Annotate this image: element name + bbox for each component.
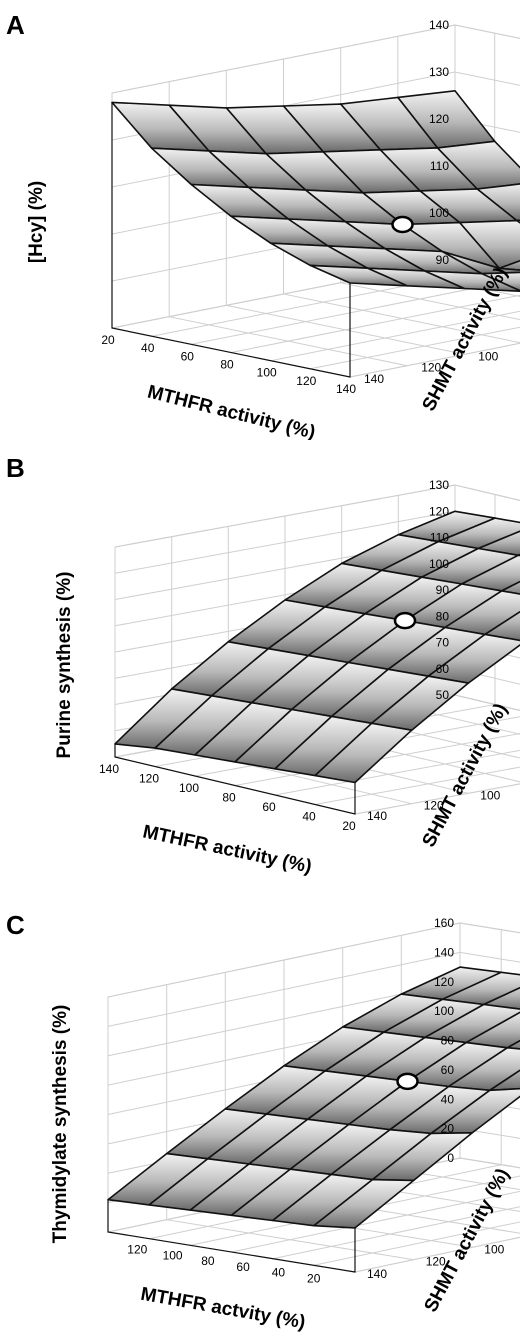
z-tick-label: 0 xyxy=(447,1151,454,1165)
x-tick-label: 140 xyxy=(336,382,356,396)
z-tick-label: 60 xyxy=(441,1063,455,1077)
panel-b: 5060708090100110120130140120100806040202… xyxy=(0,445,520,885)
z-tick-label: 100 xyxy=(429,557,449,571)
z-tick-label: 70 xyxy=(436,636,450,650)
x-tick-label: 60 xyxy=(181,349,195,363)
surface-chart-a: 9010011012013014020406080100120140204060… xyxy=(6,10,520,440)
y-tick-label: 120 xyxy=(424,799,444,813)
grid-line-x xyxy=(354,1236,520,1273)
reference-point-marker xyxy=(393,611,417,630)
z-tick-label: 110 xyxy=(430,531,449,545)
surface-cell xyxy=(506,1039,520,1050)
x-tick-label: 120 xyxy=(127,1243,147,1257)
x-tick-label: 120 xyxy=(296,374,316,388)
z-tick-label: 110 xyxy=(430,159,449,173)
x-axis-label: MTHFR activity (%) xyxy=(141,821,314,877)
z-tick-label: 80 xyxy=(436,609,450,623)
y-tick-label: 100 xyxy=(484,1242,504,1256)
z-tick-label: 140 xyxy=(429,18,449,32)
x-tick-label: 80 xyxy=(201,1254,215,1268)
x-tick-label: 20 xyxy=(101,333,115,347)
surface-cell xyxy=(498,259,520,271)
surface-chart-b: 5060708090100110120130140120100806040202… xyxy=(6,453,520,878)
x-tick-label: 100 xyxy=(163,1248,183,1262)
z-axis-label: Purine synthesis (%) xyxy=(54,572,75,759)
surface-cell xyxy=(314,722,413,784)
x-tick-label: 40 xyxy=(141,341,155,355)
y-tick-label: 140 xyxy=(364,372,384,386)
x-tick-label: 40 xyxy=(302,810,316,824)
y-tick-label: 140 xyxy=(367,809,387,823)
z-tick-label: 120 xyxy=(429,504,449,518)
z-tick-label: 90 xyxy=(436,583,450,597)
z-tick-label: 40 xyxy=(441,1092,455,1106)
y-tick-label: 120 xyxy=(421,361,441,375)
x-tick-label: 100 xyxy=(257,366,277,380)
z-tick-label: 130 xyxy=(429,478,449,492)
x-tick-label: 100 xyxy=(179,781,199,795)
z-tick-label: 80 xyxy=(441,1034,455,1048)
x-tick-label: 80 xyxy=(222,791,236,805)
panel-a: 9010011012013014020406080100120140204060… xyxy=(0,0,520,440)
z-tick-label: 100 xyxy=(434,1004,454,1018)
z-tick-label: 130 xyxy=(429,65,449,79)
x-tick-label: 20 xyxy=(342,819,356,833)
z-tick-label: 140 xyxy=(434,945,454,959)
x-tick-label: 120 xyxy=(139,772,159,786)
y-tick-label: 100 xyxy=(478,349,498,363)
x-tick-label: 60 xyxy=(262,800,276,814)
y-tick-label: 120 xyxy=(426,1255,446,1269)
surface-cell xyxy=(309,264,409,287)
surface-chart-c: 0204060801001201401601201008060402020406… xyxy=(6,910,520,1334)
x-tick-label: 20 xyxy=(307,1271,321,1285)
panel-letter: B xyxy=(6,453,25,483)
z-tick-label: 160 xyxy=(434,916,454,930)
y-tick-label: 100 xyxy=(480,788,500,802)
surface-edge xyxy=(111,102,351,378)
panel-letter: A xyxy=(6,10,25,40)
reference-point-marker xyxy=(391,215,414,234)
surface-edge xyxy=(114,743,356,815)
x-tick-label: 140 xyxy=(99,762,119,776)
z-tick-label: 60 xyxy=(436,662,450,676)
x-tick-label: 60 xyxy=(236,1260,250,1274)
x-tick-label: 80 xyxy=(220,358,234,372)
panel-c: 0204060801001201401601201008060402020406… xyxy=(0,900,520,1340)
grid-line-y xyxy=(166,984,414,1261)
y-tick-label: 140 xyxy=(367,1267,387,1281)
z-tick-label: 120 xyxy=(429,112,449,126)
z-tick-label: 50 xyxy=(436,688,450,702)
panel-letter: C xyxy=(6,910,25,940)
surface-cell xyxy=(312,1178,415,1229)
x-tick-label: 40 xyxy=(272,1266,286,1280)
grid-line-x xyxy=(354,783,520,815)
grid-line-x xyxy=(349,342,520,378)
z-tick-label: 120 xyxy=(434,975,454,989)
z-tick-label: 90 xyxy=(436,253,450,267)
z-tick-label: 20 xyxy=(441,1122,455,1136)
x-axis-label: MTHFR activity (%) xyxy=(145,382,317,440)
surface-edge xyxy=(107,1199,356,1273)
z-axis-label: [Hcy] (%) xyxy=(26,181,47,263)
reference-point-marker xyxy=(396,1072,419,1091)
z-axis-label: Thymidylate synthesis (%) xyxy=(50,1005,71,1244)
z-tick-label: 100 xyxy=(429,206,449,220)
x-axis-label: MTHFR actvity (%) xyxy=(139,1284,307,1334)
